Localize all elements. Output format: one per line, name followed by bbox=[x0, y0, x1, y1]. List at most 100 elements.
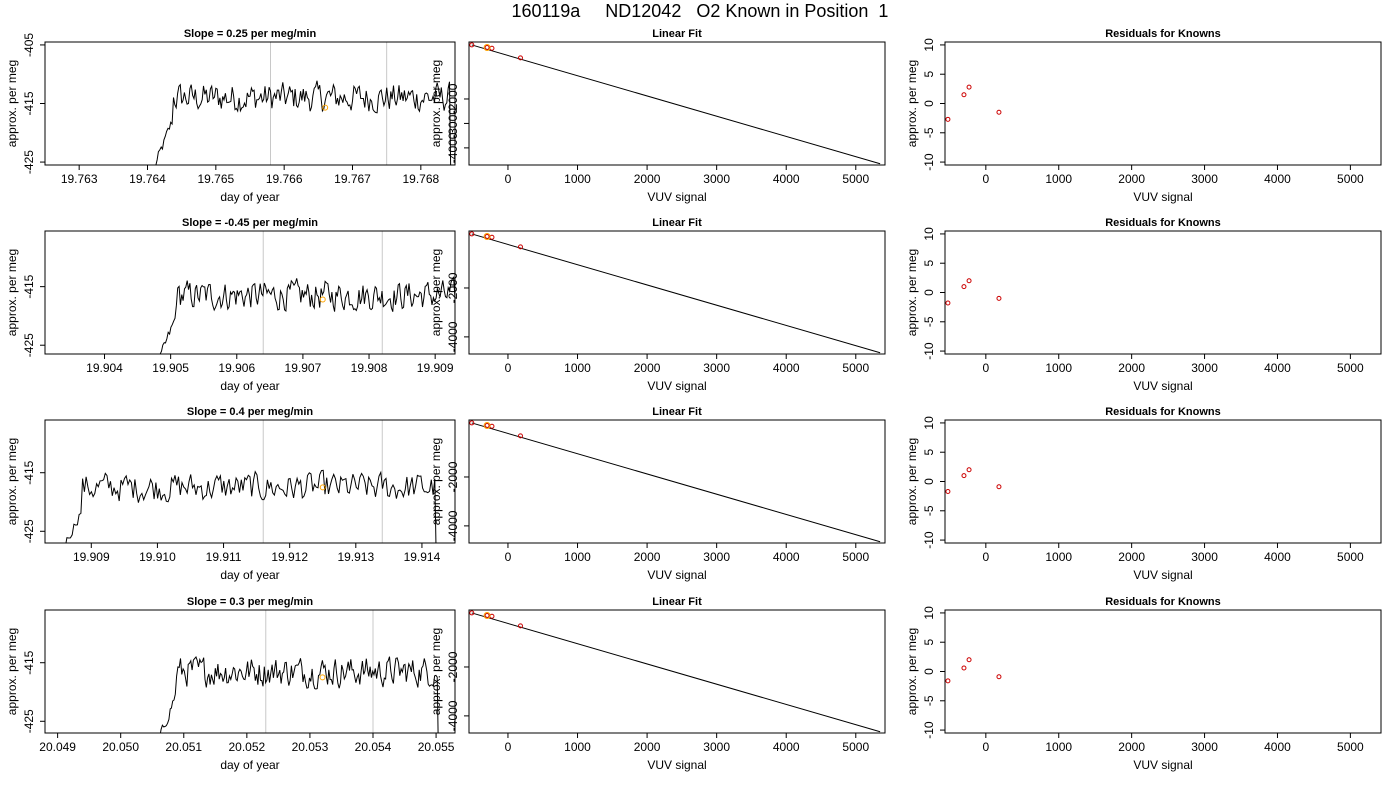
y-tick-label: 5 bbox=[922, 639, 936, 646]
plot-area: Residuals for Knowns 0 1000 2000 3000 4000 500… bbox=[905, 406, 1382, 582]
x-tick-label: 4000 bbox=[773, 361, 800, 375]
plot-frame bbox=[468, 609, 886, 734]
chart-panel: Linear Fit 0 1000 2000 3000 4000 5000 -2000 -300… bbox=[424, 26, 900, 209]
x-tick-label: 2000 bbox=[634, 172, 661, 186]
chart-svg: Residuals for Knowns 0 1000 2000 3000 4000 500… bbox=[905, 596, 1382, 772]
x-tick-label: 4000 bbox=[1264, 550, 1291, 564]
data-point bbox=[484, 613, 490, 619]
chart-panel: Slope = 0.3 per meg/min 20.049 20.050 20.05… bbox=[0, 594, 470, 777]
reference-marker-point bbox=[322, 104, 329, 111]
y-axis-label: approx. per meg bbox=[5, 628, 19, 715]
y-tick-label: 10 bbox=[922, 227, 936, 241]
x-axis-label: day of year bbox=[220, 568, 279, 582]
plot-frame bbox=[468, 41, 886, 166]
y-tick-label: -425 bbox=[22, 519, 36, 543]
data-point bbox=[945, 678, 951, 684]
x-tick-label: 4000 bbox=[1264, 361, 1291, 375]
chart-title: Slope = 0.4 per meg/min bbox=[187, 406, 314, 418]
y-tick-label: -5 bbox=[922, 505, 936, 516]
data-point bbox=[945, 488, 951, 494]
data-point bbox=[961, 92, 967, 98]
x-tick-label: 19.906 bbox=[218, 361, 255, 375]
x-tick-label: 2000 bbox=[1118, 740, 1145, 754]
chart-svg: Residuals for Knowns 0 1000 2000 3000 4000 500… bbox=[905, 217, 1382, 393]
x-tick-label: 2000 bbox=[1118, 361, 1145, 375]
x-axis-label: VUV signal bbox=[647, 568, 706, 582]
data-layer bbox=[945, 657, 1002, 684]
y-tick-label: -10 bbox=[922, 342, 936, 360]
x-tick-label: 19.907 bbox=[285, 361, 322, 375]
plot-area: Slope = 0.25 per meg/min 19.763 19.764 19.7… bbox=[5, 28, 456, 204]
x-tick-label: 19.912 bbox=[271, 550, 308, 564]
y-tick-label: -415 bbox=[22, 91, 36, 115]
x-tick-label: 19.909 bbox=[73, 550, 110, 564]
chart-svg: Slope = 0.4 per meg/min 19.909 19.910 19.91… bbox=[5, 406, 456, 582]
x-tick-label: 5000 bbox=[1337, 172, 1364, 186]
plot-area: Slope = 0.3 per meg/min 20.049 20.050 20.05… bbox=[5, 596, 456, 772]
y-tick-label: -425 bbox=[22, 150, 36, 174]
x-tick-label: 5000 bbox=[842, 361, 869, 375]
x-tick-label: 5000 bbox=[842, 550, 869, 564]
x-tick-label: 20.054 bbox=[355, 740, 392, 754]
chart-svg: Residuals for Knowns 0 1000 2000 3000 4000 500… bbox=[905, 28, 1382, 204]
chart-title: Slope = 0.3 per meg/min bbox=[187, 596, 314, 608]
reference-marker-point bbox=[319, 296, 326, 303]
y-tick-label: -2000 bbox=[446, 461, 460, 492]
x-tick-label: 5000 bbox=[842, 740, 869, 754]
x-tick-label: 20.053 bbox=[292, 740, 329, 754]
data-point bbox=[996, 674, 1002, 680]
plot-frame bbox=[44, 419, 456, 544]
x-tick-label: 19.904 bbox=[86, 361, 123, 375]
x-tick-label: 3000 bbox=[1191, 550, 1218, 564]
data-layer bbox=[155, 42, 452, 165]
data-point bbox=[484, 234, 490, 240]
data-layer bbox=[159, 231, 455, 354]
data-layer bbox=[945, 467, 1002, 494]
data-point bbox=[489, 613, 495, 619]
fit-line bbox=[471, 233, 881, 354]
plot-area: Linear Fit 0 1000 2000 3000 4000 5000 -2000 -400… bbox=[429, 217, 886, 393]
x-tick-label: 20.052 bbox=[228, 740, 265, 754]
x-tick-label: 4000 bbox=[773, 740, 800, 754]
x-tick-label: 1000 bbox=[1045, 740, 1072, 754]
x-tick-label: 3000 bbox=[1191, 361, 1218, 375]
page-title: 160119a ND12042 O2 Known in Position 1 bbox=[511, 1, 889, 21]
x-tick-label: 19.909 bbox=[417, 361, 454, 375]
x-tick-label: 20.051 bbox=[165, 740, 202, 754]
data-point bbox=[945, 300, 951, 306]
y-axis-label: approx. per meg bbox=[5, 438, 19, 525]
x-tick-label: 4000 bbox=[773, 172, 800, 186]
chart-svg: Slope = -0.45 per meg/min 19.904 19.905 19.… bbox=[5, 217, 456, 393]
data-trace-line bbox=[65, 469, 437, 543]
data-point bbox=[996, 484, 1002, 490]
chart-title: Residuals for Knowns bbox=[1105, 217, 1221, 229]
x-tick-label: 0 bbox=[982, 172, 989, 186]
plot-frame bbox=[944, 419, 1382, 544]
x-tick-label: 3000 bbox=[703, 361, 730, 375]
y-tick-label: -425 bbox=[22, 709, 36, 733]
y-tick-label: -3000 bbox=[446, 108, 460, 139]
plot-area: Residuals for Knowns 0 1000 2000 3000 4000 500… bbox=[905, 28, 1382, 204]
plot-frame bbox=[944, 609, 1382, 734]
chart-title: Residuals for Knowns bbox=[1105, 596, 1221, 608]
y-tick-label: -2000 bbox=[446, 651, 460, 682]
data-point bbox=[945, 116, 951, 122]
chart-title: Linear Fit bbox=[652, 596, 702, 608]
chart-svg: Slope = 0.25 per meg/min 19.763 19.764 19.7… bbox=[5, 28, 456, 204]
x-tick-label: 1000 bbox=[564, 361, 591, 375]
x-tick-label: 2000 bbox=[634, 550, 661, 564]
x-tick-label: 1000 bbox=[564, 740, 591, 754]
y-tick-label: -10 bbox=[922, 531, 936, 549]
plot-area: Residuals for Knowns 0 1000 2000 3000 4000 500… bbox=[905, 596, 1382, 772]
y-tick-label: -415 bbox=[22, 460, 36, 484]
data-point bbox=[966, 278, 972, 284]
data-point bbox=[517, 623, 523, 629]
x-tick-label: 3000 bbox=[1191, 172, 1218, 186]
data-point bbox=[961, 473, 967, 479]
x-tick-label: 2000 bbox=[634, 740, 661, 754]
plot-area: Linear Fit 0 1000 2000 3000 4000 5000 -2000-300… bbox=[429, 28, 886, 204]
data-point bbox=[489, 45, 495, 51]
x-tick-label: 2000 bbox=[1118, 550, 1145, 564]
data-layer bbox=[945, 278, 1002, 306]
y-axis-label: approx. per meg bbox=[429, 249, 443, 336]
